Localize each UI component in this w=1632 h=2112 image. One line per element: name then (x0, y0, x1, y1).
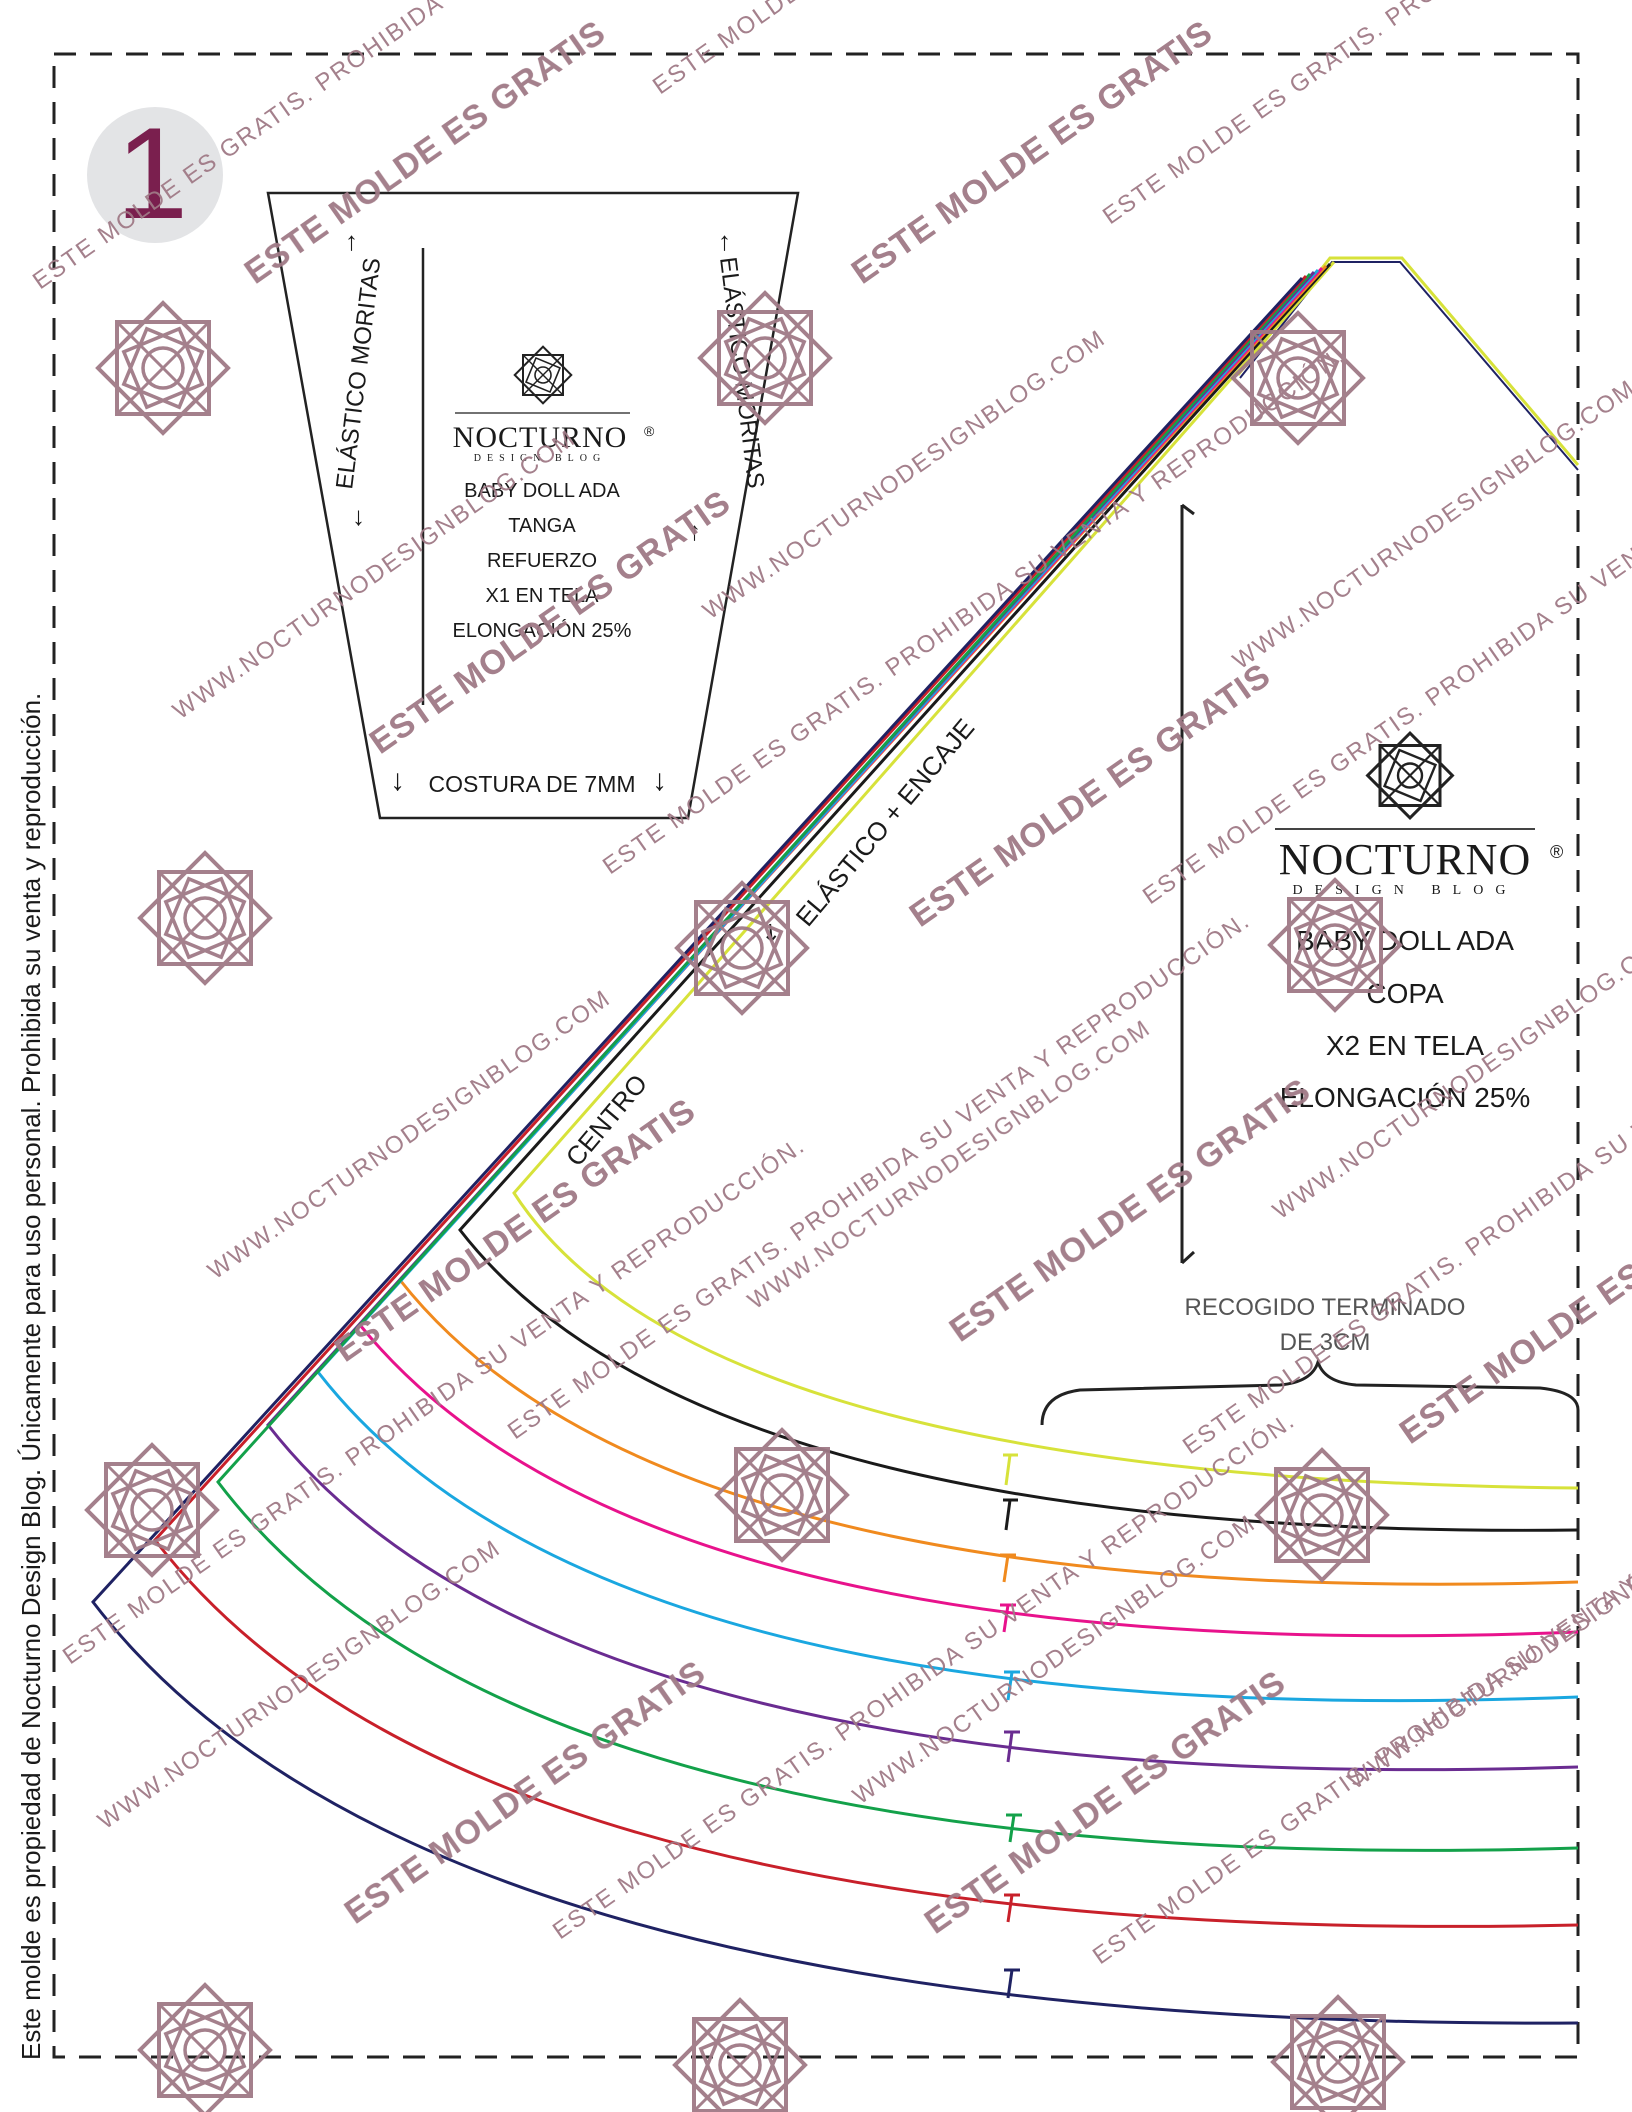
arrow-icon: ↓ (652, 764, 667, 797)
watermark-url: WWW.NOCTURNODESIGNBLOG.COM (203, 984, 616, 1284)
arrow-icon: ↑ (688, 516, 701, 546)
rose-logo-icon (1267, 877, 1403, 1013)
rose-logo-icon (137, 1982, 273, 2112)
gather-label-1: RECOGIDO TERMINADO (1185, 1294, 1466, 1321)
watermark-url: WWW.NOCTURNODESIGNBLOG.COM (1228, 374, 1632, 674)
arrow-icon: ↑ (718, 226, 731, 256)
page-badge-circle (87, 107, 223, 243)
piece-small-line: X1 EN TELA (485, 585, 599, 607)
brand-tagline-small: DESIGN BLOG (474, 453, 606, 464)
size-line-6 (266, 270, 1579, 1772)
side-notice: Este molde es propiedad de Nocturno Desi… (16, 693, 46, 2060)
rose-logo-icon (1254, 1447, 1390, 1583)
gather-brace (1040, 1356, 1580, 1426)
rose-logo-icon (674, 880, 810, 1016)
arrow-icon: ↓ (352, 501, 365, 531)
grain-arrow-head (1181, 503, 1195, 516)
piece-small-right-label: ELÁSTICO MORITAS (714, 255, 769, 489)
watermark-url: WWW.NOCTURNODESIGNBLOG.COM (168, 424, 581, 724)
piece-small-left-label: ELÁSTICO MORITAS (331, 256, 386, 490)
cup-apex-line (1239, 261, 1579, 471)
rose-logo-icon (697, 290, 833, 426)
piece-large-line: ELONGACIÓN 25% (1280, 1082, 1531, 1113)
rose-logo-icon (714, 1427, 850, 1563)
piece-small-line: ELONGACIÓN 25% (453, 619, 632, 642)
watermark-free: ESTE MOLDE ES GRATIS (903, 656, 1278, 934)
watermark-url: WWW.NOCTURNODESIGNBLOG.COM (743, 1014, 1156, 1314)
notch-marks (1000, 1453, 1022, 1999)
size-line-9 (91, 276, 1579, 2025)
size-line-5 (316, 268, 1579, 1703)
size-line-7 (216, 272, 1579, 1852)
grain-arrow-head (1180, 1250, 1196, 1265)
registered-mark-large: ® (1550, 842, 1563, 862)
brand-name-large: NOCTURNO (1279, 835, 1531, 884)
rose-logo-icon (1270, 1994, 1406, 2112)
page-number: 1 (116, 100, 188, 246)
rose-logo-icon (513, 345, 573, 405)
rose-logo-icon (95, 300, 231, 436)
size-line-4 (358, 266, 1579, 1638)
brand-name-small: NOCTURNO (453, 421, 628, 454)
piece-small-line: TANGA (508, 515, 576, 537)
gather-label-2: DE 3CM (1280, 1329, 1371, 1356)
piece-small-line: REFUERZO (487, 550, 597, 572)
size-line-2 (458, 262, 1579, 1532)
arrow-icon: ↑ (345, 226, 358, 256)
page-frame (52, 52, 1580, 2059)
arrow-icon: ↓ (390, 764, 405, 797)
piece-small-outline (266, 191, 800, 820)
piece-small-title: BABY DOLL ADA (464, 480, 620, 502)
registered-mark-small: ® (644, 423, 655, 439)
page-number-badge: 1 (87, 100, 223, 246)
watermark-url: WWW.NOCTURNODESIGNBLOG.COM (1343, 1494, 1632, 1794)
piece-small-bottom-label: COSTURA DE 7MM (428, 771, 635, 797)
brand-tagline-large: DESIGN BLOG (1293, 883, 1518, 898)
size-line-8 (153, 274, 1579, 1928)
piece-large-line: COPA (1366, 978, 1444, 1009)
rose-logo-icon (137, 850, 273, 986)
piece-large-line: X2 EN TELA (1326, 1030, 1485, 1061)
